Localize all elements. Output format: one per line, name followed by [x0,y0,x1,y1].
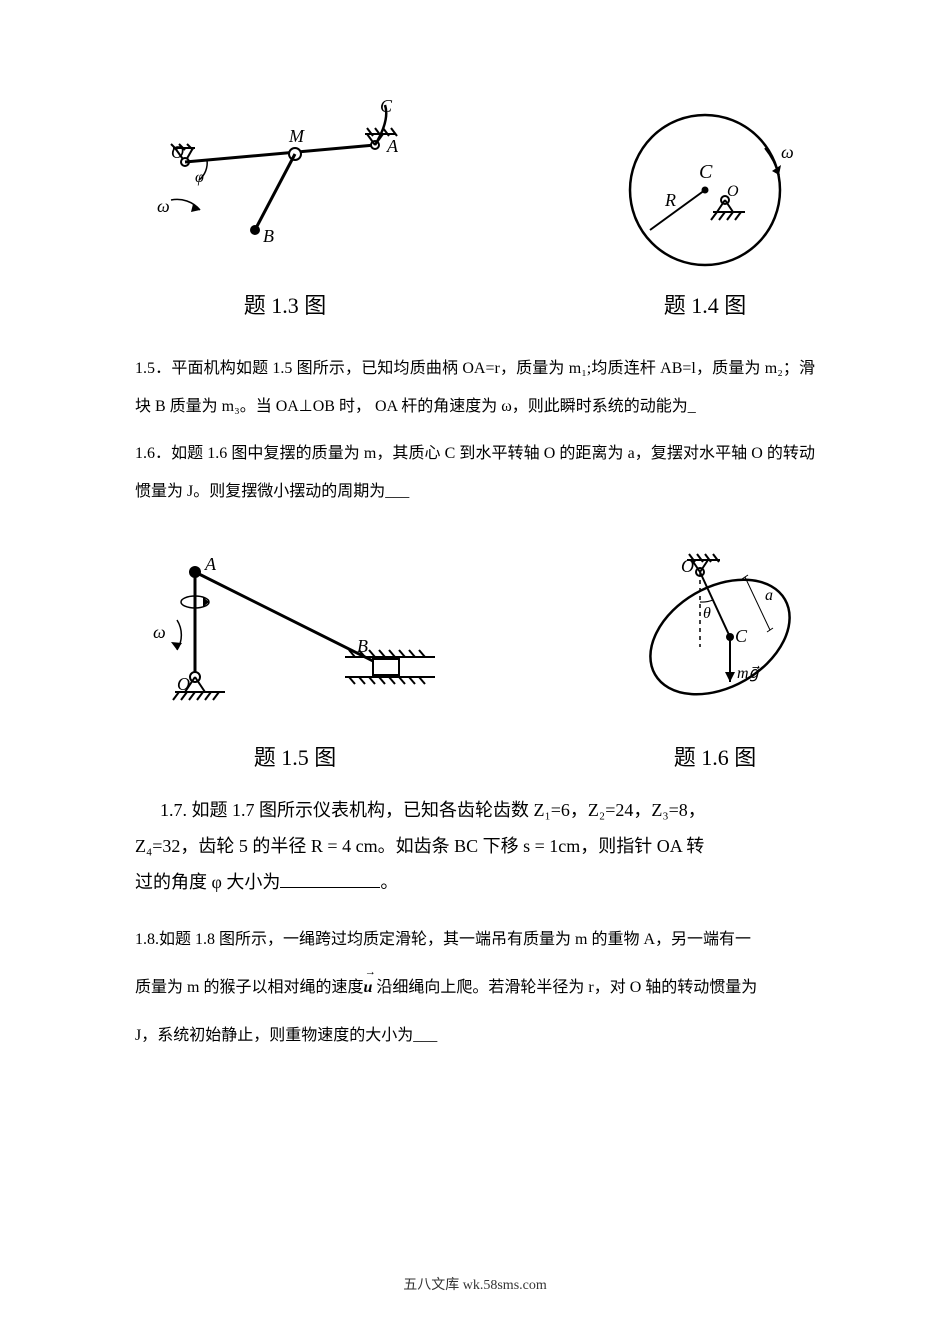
fig14-caption: 题 1.4 图 [664,288,747,320]
fig16-O: O [681,556,694,576]
figure-1-5: A O B ω 题 1.5 图 [135,542,455,772]
figure-1-3: O M A B C φ ω 题 1.3 图 [135,100,435,320]
fig14-omega: ω [781,142,794,162]
problem-1-5: 1.5．平面机构如题 1.5 图所示，已知均质曲柄 OA=r，质量为 m₁;均质… [135,350,815,427]
fig15-B: B [357,636,368,656]
fig13-C: C [380,100,393,116]
fig14-O: O [727,183,739,200]
fig13-A: A [386,136,399,156]
problem-1-8: 1.8.如题 1.8 图所示，一绳跨过均质定滑轮，其一端吊有质量为 m 的重物 … [135,916,815,1060]
p17-line2: Z₄=32，齿轮 5 的半径 R = 4 cm。如齿条 BC 下移 s = 1c… [135,828,815,864]
fig16-theta: θ [703,605,711,622]
fig13-omega: ω [157,196,170,216]
fig14-svg: C R O ω [595,100,815,280]
p17-line3: 过的角度 φ 大小为 。 [135,864,815,900]
figure-row-1: O M A B C φ ω 题 1.3 图 [135,100,815,320]
problem-1-6: 1.6．如题 1.6 图中复摆的质量为 m，其质心 C 到水平转轴 O 的距离为… [135,435,815,512]
p18-b-pre: 质量为 m 的猴子以相对绳的速度 [135,979,363,996]
p18-b-post: 沿细绳向上爬。若滑轮半径为 r，对 O 轴的转动惯量为 [372,979,757,996]
figure-1-6: O C a θ mg⃗ 题 1.6 图 [615,532,815,772]
fig14-R: R [664,190,676,210]
fig16-C: C [735,626,748,646]
problem-1-7: 1.7. 如题 1.7 图所示仪表机构，已知各齿轮齿数 Z₁=6，Z₂=24，Z… [135,792,815,900]
fig15-omega: ω [153,622,166,642]
fig16-svg: O C a θ mg⃗ [615,532,815,732]
fig13-svg: O M A B C φ ω [135,100,435,280]
page-footer: 五八文库 wk.58sms.com [0,1274,950,1294]
p18-c: J，系统初始静止，则重物速度的大小为___ [135,1027,437,1044]
fig16-caption: 题 1.6 图 [674,740,757,772]
fig13-phi: φ [195,169,204,186]
fig15-svg: A O B ω [135,542,455,732]
fig15-A: A [204,554,217,574]
p18-a: 1.8.如题 1.8 图所示，一绳跨过均质定滑轮，其一端吊有质量为 m 的重物 … [135,931,751,948]
fig16-a: a [765,587,773,604]
p17-blank [280,872,380,888]
fig13-B: B [263,226,274,246]
fig13-caption: 题 1.3 图 [244,288,327,320]
fig14-C: C [699,161,713,183]
p17-line3b: 。 [380,872,398,892]
fig13-O: O [171,142,184,162]
fig13-M: M [288,126,305,146]
fig15-O: O [177,674,190,694]
fig16-mg: mg⃗ [737,665,760,682]
velocity-vector: u [363,964,372,1012]
figure-row-2: A O B ω 题 1.5 图 [135,532,815,772]
p17-line3a: 过的角度 φ 大小为 [135,872,280,892]
fig15-caption: 题 1.5 图 [254,740,337,772]
figure-1-4: C R O ω 题 1.4 图 [595,100,815,320]
p17-line1: 1.7. 如题 1.7 图所示仪表机构，已知各齿轮齿数 Z₁=6，Z₂=24，Z… [160,792,815,828]
